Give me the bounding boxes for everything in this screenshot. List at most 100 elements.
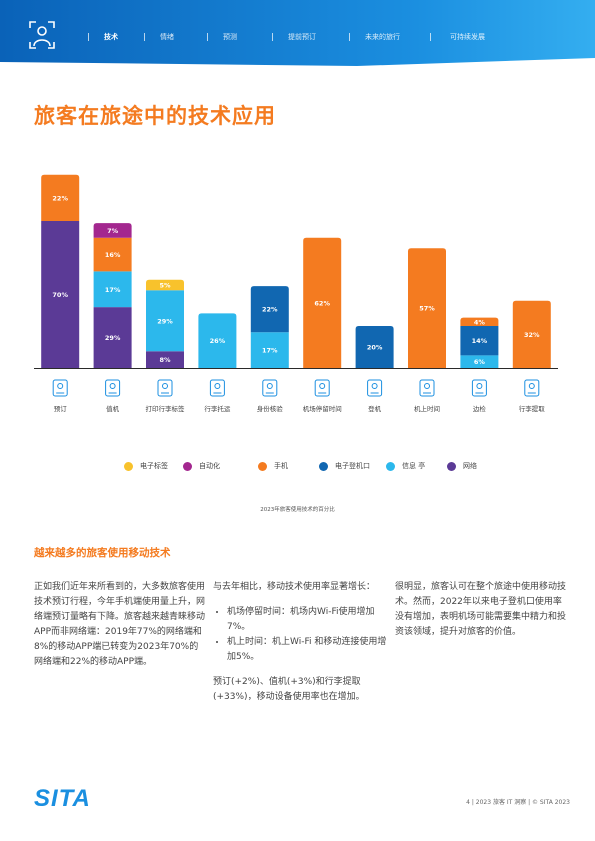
category-icon-frame <box>52 379 68 397</box>
category-icon <box>157 379 173 397</box>
nav-item-sentiment[interactable]: 情绪 <box>160 33 174 41</box>
category-label: 预订 <box>54 404 68 413</box>
data-label: 62% <box>314 299 330 307</box>
nav-separator <box>349 33 350 41</box>
chart-legend: 电子标签 自动化 手机 电子登机口 信息 亭 网络 <box>0 461 595 475</box>
category-icon-head <box>319 383 326 389</box>
text-column-2: 与去年相比，移动技术使用率显著增长： 机场停留时间：机场内Wi-Fi使用增加7%… <box>213 580 389 715</box>
data-label: 26% <box>210 337 226 345</box>
category-icon <box>314 379 330 397</box>
paragraph: 正如我们近年来所看到的，大多数旅客使用技术预订行程，今年手机端使用量上升，网络端… <box>34 582 206 667</box>
nav-item-future-travel[interactable]: 未来的旅行 <box>365 33 400 41</box>
bullet-list: 机场停留时间：机场内Wi-Fi使用增加7%。 机上时间：机上Wi-Fi 和移动连… <box>213 605 389 665</box>
category-icon-frame <box>419 379 435 397</box>
category-icon <box>105 379 121 397</box>
paragraph: 很明显，旅客认可在整个旅途中使用移动技术。然而，2022年以来电子登机口使用率没… <box>395 582 567 637</box>
legend-label: 电子登机口 <box>335 462 370 470</box>
bar-segment <box>41 221 80 368</box>
bar-segment <box>355 326 394 368</box>
category-label: 行李提取 <box>519 404 546 413</box>
bar-segment <box>146 351 184 368</box>
data-label: 16% <box>105 251 121 259</box>
bar-segment <box>250 332 289 368</box>
data-label: 14% <box>472 337 488 345</box>
category-label: 身份核验 <box>257 404 284 413</box>
category-label: 机上时间 <box>414 404 440 413</box>
nav-separator <box>144 33 145 41</box>
category-icon <box>524 379 540 397</box>
nav-separator <box>272 33 273 41</box>
nav-separator <box>430 33 431 41</box>
legend-swatch <box>319 461 328 471</box>
bar-segment <box>41 174 80 221</box>
data-label: 57% <box>419 305 435 313</box>
data-label: 8% <box>159 356 171 364</box>
legend-label: 信息 亭 <box>402 462 426 470</box>
bar-segment <box>146 279 184 291</box>
page-title: 旅客在旅途中的技术应用 <box>34 104 276 128</box>
category-label: 边检 <box>473 404 487 413</box>
nav-item-advance-booking[interactable]: 提前预订 <box>288 33 316 41</box>
footer-page-info: 4 | 2023 旅客 IT 洞察 | © SITA 2023 <box>466 799 570 806</box>
category-label: 登机 <box>368 404 382 413</box>
legend-item-mobile: 手机 <box>258 461 288 471</box>
paragraph: 与去年相比，移动技术使用率显著增长： <box>213 582 376 592</box>
legend-item-etag: 电子标签 <box>124 461 168 471</box>
category-icon <box>209 379 225 397</box>
category-icon-head <box>476 383 483 389</box>
legend-swatch <box>124 461 133 471</box>
category-label: 打印行李标签 <box>146 404 186 413</box>
nav-item-sustainability[interactable]: 可持续发展 <box>450 33 485 41</box>
bar-segment <box>146 290 184 352</box>
legend-label: 电子标签 <box>140 462 168 470</box>
legend-label: 手机 <box>274 462 288 470</box>
bar-segment <box>93 307 132 368</box>
data-label: 4% <box>474 318 486 326</box>
bar-segment <box>93 237 132 272</box>
bar-segment <box>408 248 446 368</box>
legend-swatch <box>447 461 456 471</box>
legend-item-web: 网络 <box>447 461 477 471</box>
bar-segment <box>198 313 237 368</box>
category-icon-frame <box>524 379 540 397</box>
bar-segment <box>93 271 132 308</box>
category-icon-head <box>371 383 378 389</box>
stacked-bar-chart: 70% 22% 预订 29% 17% 16% 7% 值机 8% 29% 5% 打印行李标签 26% 行李托… <box>34 174 558 413</box>
category-icon-frame <box>471 379 487 397</box>
data-label: 32% <box>524 331 540 339</box>
legend-label: 网络 <box>463 462 477 470</box>
category-icon-head <box>528 383 535 389</box>
bar-segment <box>303 237 342 368</box>
category-icon <box>52 379 68 397</box>
category-icon <box>262 379 278 397</box>
sita-logo: SITA <box>34 785 91 812</box>
category-icon <box>419 379 435 397</box>
data-label: 7% <box>107 227 119 235</box>
text-column-3: 很明显，旅客认可在整个旅途中使用移动技术。然而，2022年以来电子登机口使用率没… <box>395 580 570 650</box>
text-column-1: 正如我们近年来所看到的，大多数旅客使用技术预订行程，今年手机端使用量上升，网络端… <box>34 580 206 680</box>
category-icon-head <box>162 383 168 389</box>
nav-separator <box>88 33 89 41</box>
bullet-item: 机上时间：机上Wi-Fi 和移动连接使用增加5%。 <box>227 635 389 665</box>
category-label: 机场停留时间 <box>303 404 342 413</box>
nav-item-tech[interactable]: 技术 <box>104 33 118 41</box>
section-heading: 越来越多的旅客使用移动技术 <box>34 547 171 559</box>
legend-swatch <box>183 461 192 471</box>
category-icon-head <box>266 383 273 389</box>
data-label: 29% <box>157 317 173 325</box>
header-banner <box>0 0 595 66</box>
category-icon-frame <box>209 379 225 397</box>
legend-item-kiosk: 信息 亭 <box>386 461 425 471</box>
category-icon-head <box>214 383 221 389</box>
data-label: 20% <box>367 344 383 352</box>
category-icon-frame <box>314 379 330 397</box>
legend-label: 自动化 <box>199 462 220 470</box>
passenger-icon <box>29 21 55 49</box>
bullet-item: 机场停留时间：机场内Wi-Fi使用增加7%。 <box>227 605 389 635</box>
legend-swatch <box>386 461 395 471</box>
bar-segment <box>460 326 499 356</box>
category-icon <box>367 379 383 397</box>
nav-item-forecast[interactable]: 预测 <box>223 33 237 41</box>
data-label: 6% <box>474 358 486 366</box>
category-icon-frame <box>262 379 278 397</box>
